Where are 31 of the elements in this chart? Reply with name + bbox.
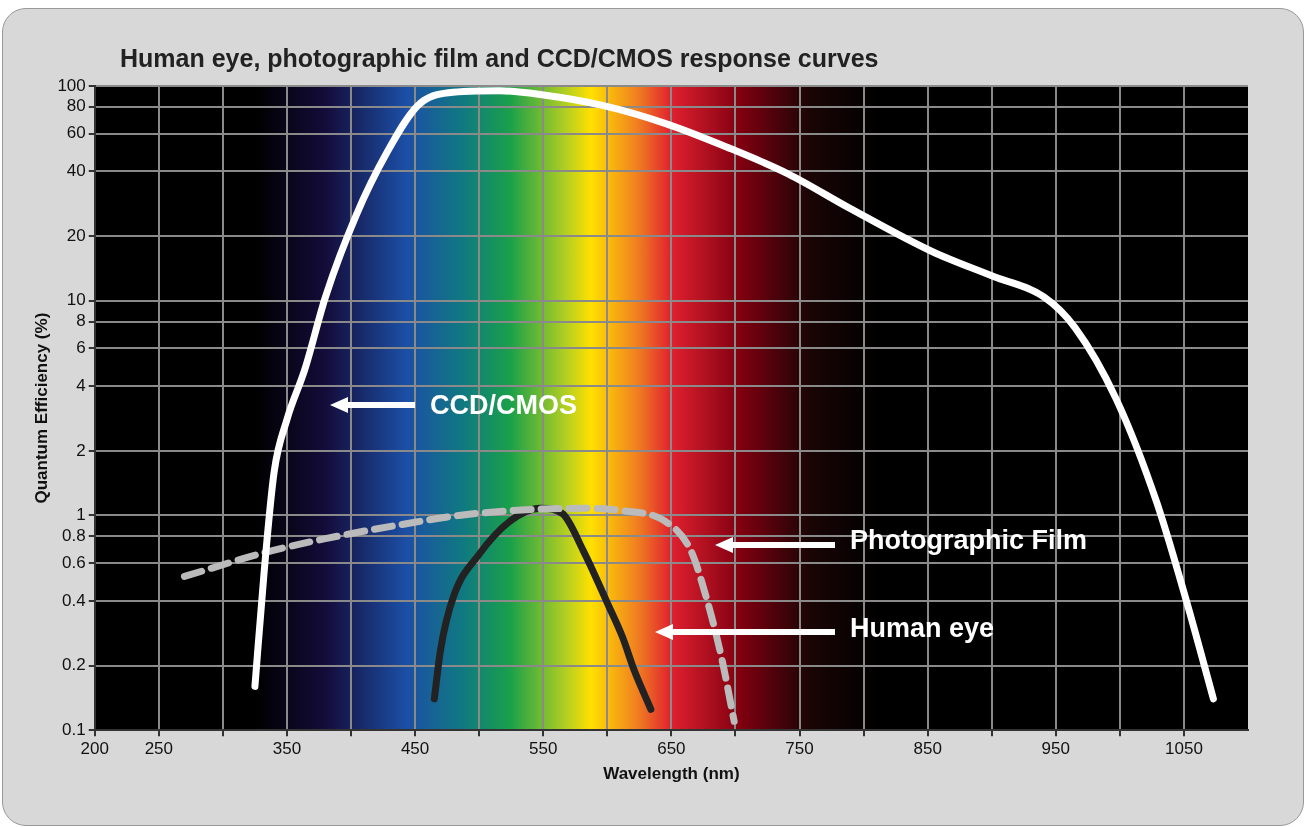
y-tick-label: 4 <box>76 375 86 395</box>
y-tick-label: 8 <box>76 311 86 331</box>
chart-title: Human eye, photographic film and CCD/CMOS response curves <box>120 44 879 73</box>
y-tick-label: 0.8 <box>62 525 86 545</box>
y-tick-label: 60 <box>66 123 86 143</box>
x-tick-label: 550 <box>529 739 558 759</box>
y-tick-label: 100 <box>57 75 86 95</box>
x-tick-label: 350 <box>272 739 302 759</box>
x-tick-label: 250 <box>144 739 174 759</box>
x-tick-label: 1050 <box>1165 739 1203 759</box>
annotation: Human eye <box>850 613 995 644</box>
y-tick-label: 1 <box>76 505 86 525</box>
x-tick-label: 200 <box>80 739 109 759</box>
y-tick-label: 2 <box>76 440 86 460</box>
y-tick-label: 80 <box>66 96 86 116</box>
y-tick-label: 20 <box>66 225 86 245</box>
y-tick-label: 0.2 <box>62 655 86 675</box>
y-tick-label: 0.1 <box>62 719 86 739</box>
y-tick-label: 6 <box>76 338 86 358</box>
y-tick-label: 0.6 <box>62 552 86 572</box>
x-tick-label: 850 <box>913 739 942 759</box>
y-axis-title: Quantum Efficiency (%) <box>31 312 51 504</box>
x-tick-label: 450 <box>400 739 430 759</box>
annotation: Photographic Film <box>850 525 1088 556</box>
y-tick-label: 0.4 <box>62 590 86 610</box>
y-tick-label: 10 <box>66 290 86 310</box>
x-tick-label: 950 <box>1041 739 1070 759</box>
x-tick-label: 750 <box>785 739 814 759</box>
y-tick-label: 40 <box>66 161 86 181</box>
x-axis-title: Wavelength (nm) <box>603 764 740 784</box>
x-tick-label: 650 <box>657 739 686 759</box>
